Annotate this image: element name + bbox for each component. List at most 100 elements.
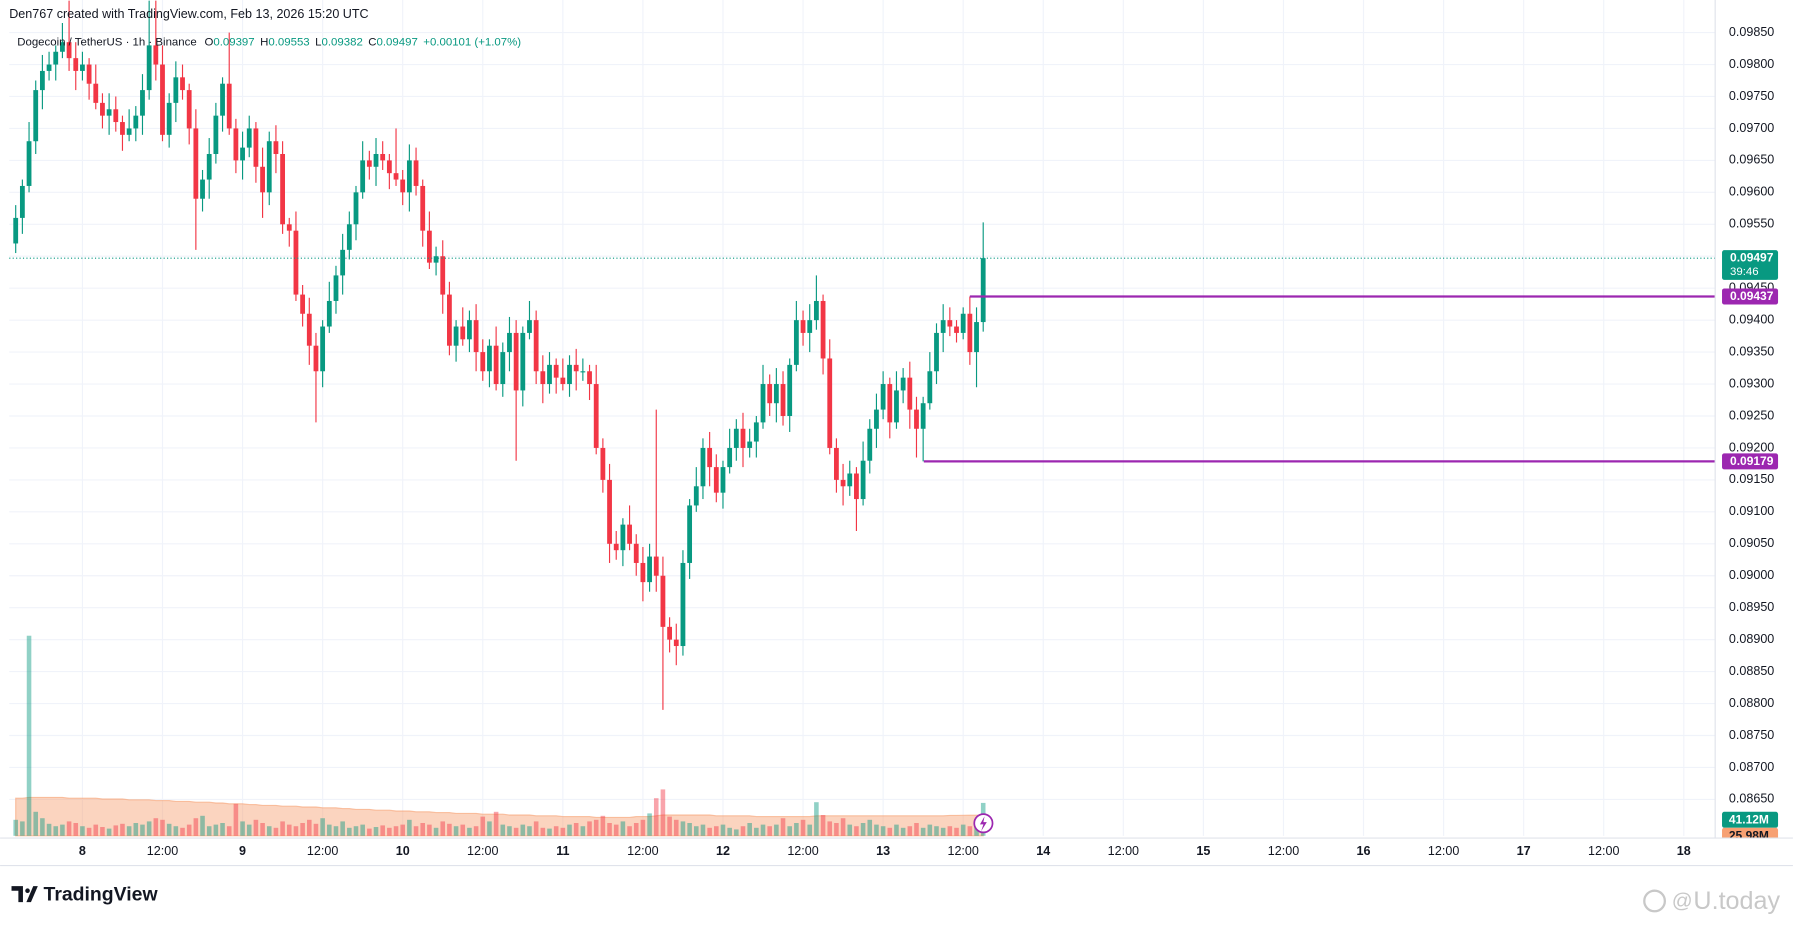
candle-body xyxy=(346,224,352,250)
candle-body xyxy=(613,543,619,551)
volume-bar xyxy=(166,823,172,836)
candle-body xyxy=(967,313,973,353)
y-tick-label: 0.09050 xyxy=(1729,536,1774,550)
candle-body xyxy=(393,173,399,180)
volume-bar xyxy=(587,821,592,836)
y-tick-label: 0.08900 xyxy=(1729,632,1774,646)
logo-text: TradingView xyxy=(44,883,159,905)
candle-body xyxy=(213,115,219,154)
volume-bar xyxy=(286,824,292,836)
volume-bar xyxy=(814,802,819,836)
candle-body xyxy=(273,141,279,154)
candle-body xyxy=(687,505,693,563)
candle-body xyxy=(733,428,739,448)
candle-body xyxy=(960,313,966,333)
volume-bar xyxy=(273,827,279,836)
volume-bar xyxy=(66,821,72,836)
volume-bar xyxy=(894,824,899,836)
candle-body xyxy=(133,115,139,129)
candle-body xyxy=(420,185,426,231)
legend-open: 0.09397 xyxy=(213,36,254,48)
volume-bar xyxy=(206,826,212,836)
volume-bar xyxy=(673,819,679,836)
candle-body xyxy=(180,77,185,91)
candle-body xyxy=(820,300,826,359)
x-tick-label: 15 xyxy=(1196,844,1210,858)
x-tick-label: 12:00 xyxy=(147,844,178,858)
volume-bar xyxy=(240,821,245,836)
candle-body xyxy=(954,326,959,333)
legend-title: Dogecoin / TetherUS · 1h · Binance xyxy=(17,36,196,48)
volume-bar xyxy=(340,821,345,836)
volume-bar xyxy=(493,811,499,836)
candle-body xyxy=(53,51,59,65)
last-price-label: 0.09497 xyxy=(1730,250,1774,264)
candle-body xyxy=(887,384,893,423)
candle-body xyxy=(560,377,566,385)
volume-bar xyxy=(707,827,712,836)
y-tick-label: 0.09350 xyxy=(1729,344,1774,358)
candle-body xyxy=(600,447,606,480)
volume-bar xyxy=(567,824,572,836)
x-tick-label: 12:00 xyxy=(467,844,498,858)
volume-bar xyxy=(280,821,285,836)
candle-body xyxy=(673,639,679,647)
svg-text:@: @ xyxy=(1672,890,1693,913)
candle-body xyxy=(366,160,372,167)
volume-bar xyxy=(920,827,926,836)
volume-bar xyxy=(827,821,833,836)
candle-body xyxy=(627,524,632,544)
volume-bar xyxy=(547,828,552,836)
candle-body xyxy=(473,320,479,353)
volume-bar xyxy=(367,828,372,836)
candle-body xyxy=(500,352,506,385)
legend-label: O xyxy=(204,36,213,48)
candle-body xyxy=(440,256,446,295)
candle-body xyxy=(653,556,659,576)
level-label: 0.09437 xyxy=(1730,289,1774,303)
candle-body xyxy=(633,543,639,563)
volume-bar xyxy=(680,821,686,836)
candle-body xyxy=(120,122,125,135)
volume-bar xyxy=(467,827,472,836)
candle-body xyxy=(39,70,45,91)
candle-body xyxy=(467,320,472,340)
volume-bar xyxy=(33,811,39,836)
volume-bar xyxy=(453,826,459,836)
candle-body xyxy=(447,294,452,346)
candle-body xyxy=(113,109,119,123)
candle-body xyxy=(660,575,666,627)
candle-body xyxy=(60,42,65,52)
volume-bar xyxy=(333,826,339,836)
candle-body xyxy=(934,332,939,372)
volume-bar xyxy=(640,819,646,836)
x-tick-label: 12 xyxy=(716,844,730,858)
header: Den767 created with TradingView.com, Feb… xyxy=(9,7,368,21)
candle-body xyxy=(874,409,879,429)
volume-bar xyxy=(380,825,385,836)
volume-bar xyxy=(807,824,813,836)
candle-body xyxy=(513,332,519,391)
y-tick-label: 0.09000 xyxy=(1729,568,1774,582)
candle-body xyxy=(66,42,72,59)
volume-bar xyxy=(747,823,752,836)
volume-bar xyxy=(200,815,205,836)
candle-body xyxy=(767,384,773,404)
candle-body xyxy=(547,364,552,385)
candle-body xyxy=(193,128,199,199)
volume-bar xyxy=(387,827,392,836)
candle-body xyxy=(580,371,586,373)
x-tick-label: 8 xyxy=(79,844,86,858)
x-tick-label: 10 xyxy=(396,844,410,858)
candle-body xyxy=(100,102,105,116)
volume-bar xyxy=(553,826,559,836)
candle-body xyxy=(947,320,953,327)
volume-bar xyxy=(360,824,365,836)
alert-icon[interactable] xyxy=(973,813,994,834)
volume-bar xyxy=(186,824,192,836)
candle-body xyxy=(19,185,25,218)
candle-body xyxy=(620,524,626,551)
candle-body xyxy=(727,447,733,468)
volume-bar xyxy=(947,826,953,836)
